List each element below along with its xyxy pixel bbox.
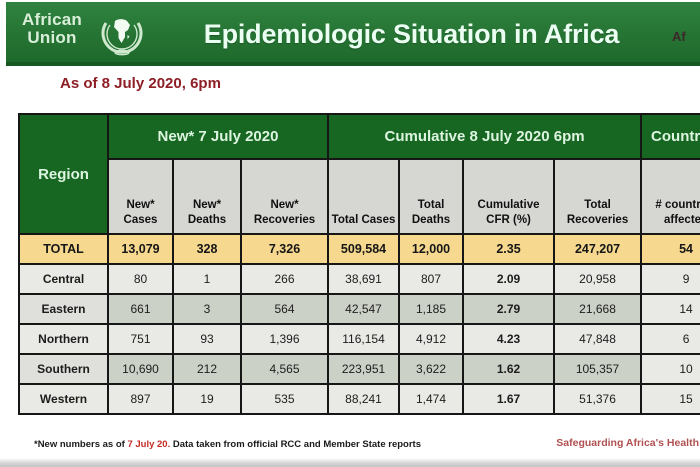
col-header-countries-affected: # countries affected xyxy=(640,158,700,235)
footnote: *New numbers as of 7 July 20. Data taken… xyxy=(34,439,421,450)
cell-total-deaths: 1,185 xyxy=(398,293,465,325)
cell-new-deaths: 212 xyxy=(172,353,242,385)
region-label: Southern xyxy=(18,353,109,385)
cell-total-cases: 42,547 xyxy=(327,293,401,325)
col-header-total-recoveries: Total Recoveries xyxy=(553,158,643,235)
au-emblem-icon xyxy=(98,9,146,64)
group-header-cumulative: Cumulative 8 July 2020 6pm xyxy=(327,113,643,160)
cell-new-cases: 13,079 xyxy=(107,233,174,265)
table-row-northern: Northern 751 93 1,396 116,154 4,912 4.23… xyxy=(18,323,700,355)
cell-countries-affected: 6 xyxy=(640,323,700,355)
au-logo-text: African Union xyxy=(22,11,82,46)
footnote-prefix: *New numbers as of xyxy=(34,439,128,450)
cell-cfr: 2.09 xyxy=(462,263,556,295)
au-logo-line1: African xyxy=(22,10,82,29)
cell-new-cases: 751 xyxy=(107,323,174,355)
cell-total-recoveries: 21,668 xyxy=(553,293,643,325)
cell-new-recoveries: 1,396 xyxy=(239,323,330,355)
epidemiology-table: Region New* 7 July 2020 Cumulative 8 Jul… xyxy=(18,113,700,415)
cell-new-recoveries: 4,565 xyxy=(239,353,330,385)
cell-total-deaths: 12,000 xyxy=(398,233,465,265)
cell-cfr: 4.23 xyxy=(462,323,556,355)
region-label: TOTAL xyxy=(18,233,109,265)
region-label: Central xyxy=(18,263,109,295)
cell-new-deaths: 3 xyxy=(172,293,242,325)
cell-new-deaths: 93 xyxy=(172,323,242,355)
au-logo-line2: Union xyxy=(27,27,77,47)
col-header-cumulative-cfr: Cumulative CFR (%) xyxy=(462,158,556,235)
cell-cfr: 2.79 xyxy=(462,293,556,325)
footnote-date: 7 July 20. xyxy=(127,439,171,450)
cell-total-cases: 223,951 xyxy=(327,353,401,385)
cell-total-deaths: 4,912 xyxy=(398,323,465,355)
cell-total-recoveries: 51,376 xyxy=(553,383,643,415)
cell-new-deaths: 1 xyxy=(172,263,242,295)
cell-new-recoveries: 564 xyxy=(239,293,330,325)
col-header-new-recoveries: New* Recoveries xyxy=(239,158,330,235)
cell-total-deaths: 807 xyxy=(398,263,465,295)
asof-date: As of 8 July 2020, 6pm xyxy=(60,75,221,92)
region-label: Eastern xyxy=(18,293,109,325)
region-column-header: Region xyxy=(18,113,109,235)
truncated-right-logo-text: Af xyxy=(672,29,686,44)
cell-total-recoveries: 105,357 xyxy=(553,353,643,385)
cell-new-cases: 80 xyxy=(107,263,174,295)
cell-countries-affected: 54 xyxy=(640,233,700,265)
cell-new-cases: 10,690 xyxy=(107,353,174,385)
cell-cfr: 1.67 xyxy=(462,383,556,415)
cell-total-recoveries: 247,207 xyxy=(553,233,643,265)
cell-total-recoveries: 20,958 xyxy=(553,263,643,295)
cell-total-deaths: 1,474 xyxy=(398,383,465,415)
col-header-total-deaths: Total Deaths xyxy=(398,158,465,235)
cell-cfr: 2.35 xyxy=(462,233,556,265)
table-row-eastern: Eastern 661 3 564 42,547 1,185 2.79 21,6… xyxy=(18,293,700,325)
motto-text: Safeguarding Africa's Health xyxy=(556,437,699,449)
cell-countries-affected: 9 xyxy=(640,263,700,295)
col-header-total-cases: Total Cases xyxy=(327,158,401,235)
cell-new-deaths: 328 xyxy=(172,233,242,265)
cell-total-recoveries: 47,848 xyxy=(553,323,643,355)
cell-countries-affected: 10 xyxy=(640,353,700,385)
cell-cfr: 1.62 xyxy=(462,353,556,385)
group-header-row: Region New* 7 July 2020 Cumulative 8 Jul… xyxy=(18,113,700,235)
header-bar: African Union Epidemiologic Situation in… xyxy=(6,2,700,66)
table-row-western: Western 897 19 535 88,241 1,474 1.67 51,… xyxy=(18,383,700,415)
cell-countries-affected: 15 xyxy=(640,383,700,415)
group-header-new: New* 7 July 2020 xyxy=(106,113,330,160)
cell-new-recoveries: 266 xyxy=(239,263,330,295)
table-row-total: TOTAL 13,079 328 7,326 509,584 12,000 2.… xyxy=(18,233,700,265)
cell-new-deaths: 19 xyxy=(172,383,242,415)
page-title: Epidemiologic Situation in Africa xyxy=(203,19,620,49)
footnote-suffix: Data taken from official RCC and Member … xyxy=(170,439,421,450)
region-label: Western xyxy=(18,383,109,415)
group-header-countries: Countries xyxy=(640,113,700,160)
region-label: Northern xyxy=(18,323,109,355)
cell-total-cases: 116,154 xyxy=(327,323,401,355)
cell-total-cases: 88,241 xyxy=(327,383,401,415)
col-header-new-cases: New* Cases xyxy=(107,158,174,235)
cell-total-cases: 509,584 xyxy=(327,233,401,265)
table-row-southern: Southern 10,690 212 4,565 223,951 3,622 … xyxy=(18,353,700,385)
bottom-edge-band xyxy=(0,458,700,467)
cell-new-recoveries: 535 xyxy=(239,383,330,415)
cell-countries-affected: 14 xyxy=(640,293,700,325)
table-row-central: Central 80 1 266 38,691 807 2.09 20,958 … xyxy=(18,263,700,295)
sub-header-row: New* Cases New* Deaths New* Recoveries T… xyxy=(19,158,700,235)
cell-total-cases: 38,691 xyxy=(327,263,401,295)
cell-new-cases: 661 xyxy=(107,293,174,325)
col-header-new-deaths: New* Deaths xyxy=(172,158,242,235)
cell-new-recoveries: 7,326 xyxy=(239,233,330,265)
cell-new-cases: 897 xyxy=(107,383,174,415)
cell-total-deaths: 3,622 xyxy=(398,353,465,385)
